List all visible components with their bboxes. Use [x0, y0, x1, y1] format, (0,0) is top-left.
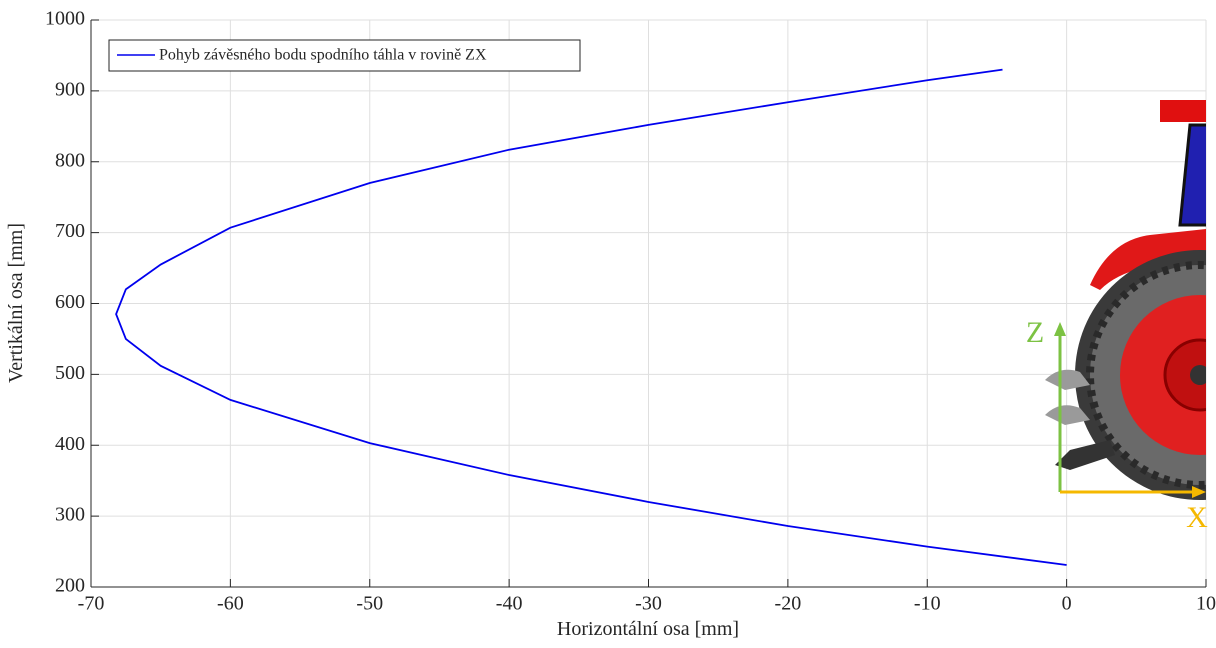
hitch-mid — [1045, 405, 1090, 425]
tractor-illustration — [1045, 100, 1206, 500]
y-tick-label: 800 — [55, 149, 85, 171]
x-tick-label: -40 — [496, 593, 523, 615]
y-tick-label: 300 — [55, 504, 85, 526]
x-tick-label: -70 — [78, 593, 105, 615]
x-arrowhead — [1192, 486, 1206, 498]
x-tick-label: 10 — [1196, 593, 1216, 615]
x-tick-label: -60 — [217, 593, 244, 615]
y-tick-label: 200 — [55, 575, 85, 597]
x-tick-label: -10 — [914, 593, 941, 615]
hub-center — [1190, 365, 1206, 385]
y-tick-label: 600 — [55, 291, 85, 313]
annotation: Z — [1026, 316, 1044, 349]
y-axis-label: Vertikální osa [mm] — [5, 223, 27, 383]
z-arrowhead — [1054, 322, 1066, 336]
y-tick-label: 400 — [55, 433, 85, 455]
rim — [1120, 295, 1206, 455]
annotation: X — [1186, 501, 1208, 534]
y-tick-label: 500 — [55, 362, 85, 384]
y-tick-label: 900 — [55, 78, 85, 100]
cab-window — [1178, 123, 1206, 227]
data-line — [115, 68, 1067, 566]
roof — [1160, 100, 1206, 122]
ticks: -70 -60 -50 -40 -30 -20 -10 0 10 200 300 400 500 600 7… — [45, 8, 1216, 615]
x-axis-label: Horizontální osa [mm] — [557, 618, 739, 640]
x-tick-label: -50 — [356, 593, 383, 615]
legend: Pohyb závěsného bodu spodního táhla v ro… — [108, 39, 581, 72]
grid — [90, 19, 1207, 588]
x-tick-label: -30 — [635, 593, 662, 615]
fender — [1090, 229, 1206, 290]
y-tick-label: 1000 — [45, 8, 85, 30]
x-tick-label: -20 — [775, 593, 802, 615]
x-tick-label: 0 — [1062, 593, 1072, 615]
legend-label: Pohyb závěsného bodu spodního táhla v ro… — [159, 47, 487, 64]
y-tick-label: 700 — [55, 220, 85, 242]
hitch-top — [1045, 369, 1090, 390]
lower-link — [1055, 440, 1115, 470]
legend-box — [108, 39, 581, 72]
hub — [1163, 338, 1206, 412]
